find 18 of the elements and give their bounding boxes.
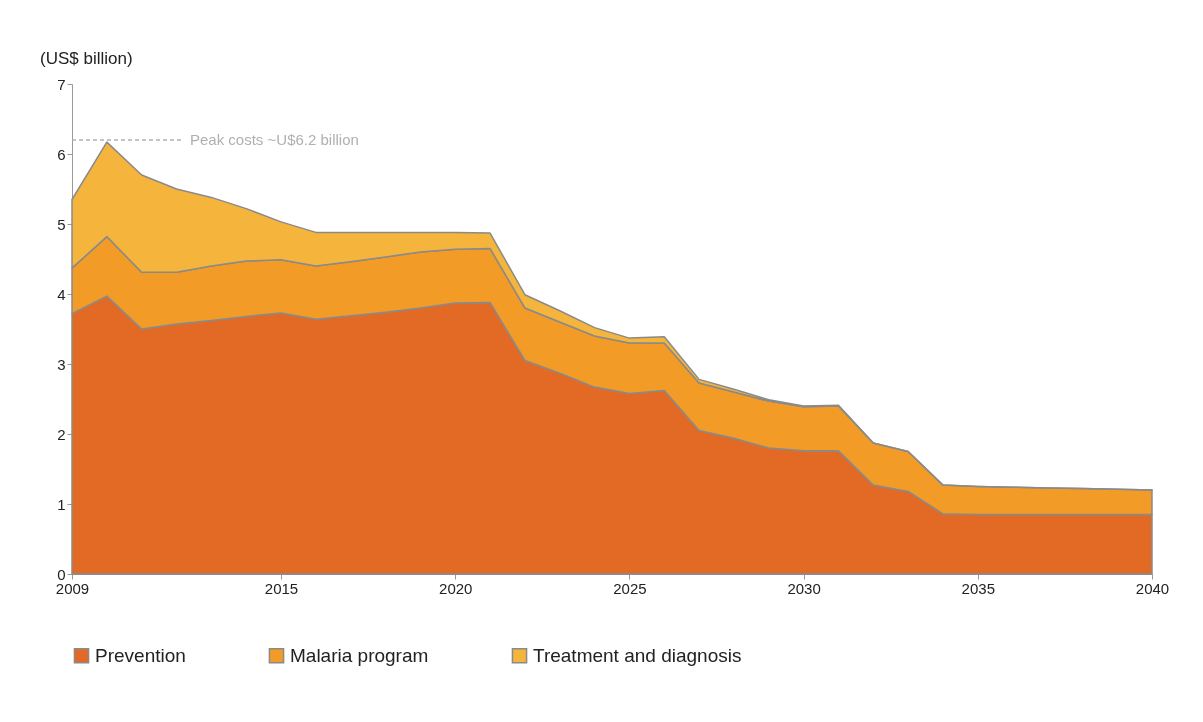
ref-line-label: Peak costs ~U$6.2 billion [190, 131, 359, 148]
legend-label: Malaria program [290, 644, 429, 666]
y-tick-label: 5 [57, 215, 66, 233]
y-tick-label: 4 [57, 285, 66, 303]
y-axis-title: (US$ billion) [40, 49, 133, 68]
x-tick-label: 2025 [613, 579, 647, 597]
x-tick-label: 2015 [264, 579, 299, 597]
x-tick-label: 2030 [787, 579, 821, 597]
y-tick-label: 6 [57, 145, 66, 163]
legend-label: Prevention [95, 644, 186, 666]
y-tick-label: 1 [57, 495, 66, 513]
x-tick-label: 2040 [1135, 579, 1170, 597]
x-tick-label: 2020 [439, 579, 473, 597]
y-tick-label: 3 [57, 355, 66, 373]
y-tick-label: 7 [57, 75, 66, 93]
y-tick-label: 2 [57, 425, 66, 443]
legend-label: Treatment and diagnosis [533, 644, 742, 666]
x-tick-label: 2035 [961, 579, 995, 597]
